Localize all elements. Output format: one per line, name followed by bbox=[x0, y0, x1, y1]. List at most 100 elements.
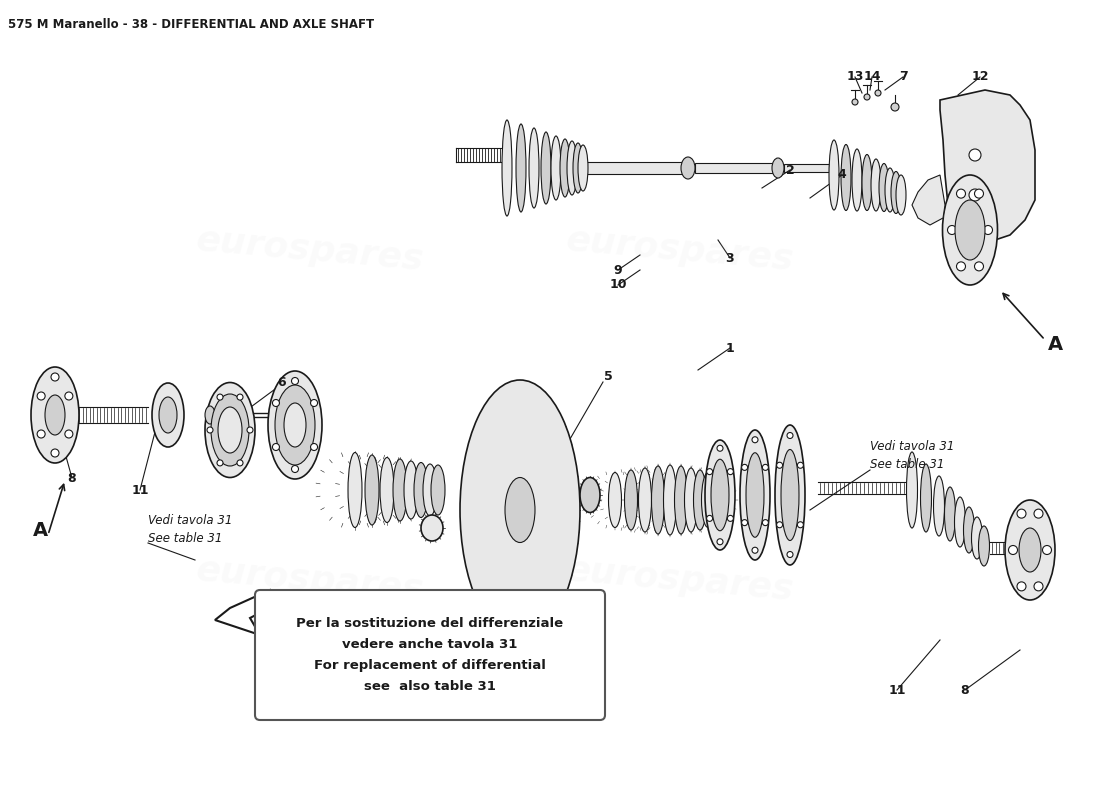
Ellipse shape bbox=[663, 465, 676, 535]
Ellipse shape bbox=[573, 143, 583, 193]
Ellipse shape bbox=[772, 158, 784, 178]
Circle shape bbox=[957, 189, 966, 198]
Ellipse shape bbox=[414, 462, 428, 518]
Circle shape bbox=[852, 99, 858, 105]
Circle shape bbox=[273, 399, 279, 406]
Ellipse shape bbox=[529, 128, 539, 208]
Text: eurospares: eurospares bbox=[195, 223, 426, 277]
Ellipse shape bbox=[871, 159, 881, 211]
Ellipse shape bbox=[275, 385, 315, 465]
Circle shape bbox=[874, 90, 881, 96]
Ellipse shape bbox=[541, 132, 551, 204]
Ellipse shape bbox=[921, 464, 932, 532]
Ellipse shape bbox=[879, 163, 889, 211]
Circle shape bbox=[762, 520, 769, 526]
Text: 6: 6 bbox=[277, 375, 286, 389]
Text: 1: 1 bbox=[726, 342, 735, 354]
Text: Vedi tavola 31
See table 31: Vedi tavola 31 See table 31 bbox=[148, 514, 232, 546]
Ellipse shape bbox=[502, 120, 512, 216]
Text: 14: 14 bbox=[864, 70, 881, 83]
Ellipse shape bbox=[460, 380, 580, 640]
Circle shape bbox=[37, 392, 45, 400]
Ellipse shape bbox=[896, 175, 906, 215]
Circle shape bbox=[65, 430, 73, 438]
Ellipse shape bbox=[560, 139, 570, 197]
Ellipse shape bbox=[578, 145, 588, 191]
Ellipse shape bbox=[404, 461, 418, 519]
Bar bbox=[784, 164, 829, 172]
Circle shape bbox=[217, 394, 223, 400]
Ellipse shape bbox=[1005, 500, 1055, 600]
Ellipse shape bbox=[638, 468, 651, 532]
Circle shape bbox=[207, 427, 213, 433]
Polygon shape bbox=[912, 175, 945, 225]
Text: eurospares: eurospares bbox=[564, 553, 795, 607]
Text: 8: 8 bbox=[960, 683, 969, 697]
Ellipse shape bbox=[781, 450, 799, 541]
Circle shape bbox=[310, 399, 318, 406]
Circle shape bbox=[1034, 582, 1043, 591]
Ellipse shape bbox=[842, 145, 851, 210]
Text: 575 M Maranello - 38 - DIFFERENTIAL AND AXLE SHAFT: 575 M Maranello - 38 - DIFFERENTIAL AND … bbox=[8, 18, 374, 31]
Ellipse shape bbox=[516, 124, 526, 212]
Circle shape bbox=[1043, 546, 1052, 554]
Ellipse shape bbox=[674, 466, 688, 534]
Ellipse shape bbox=[205, 406, 214, 424]
Circle shape bbox=[741, 464, 748, 470]
Circle shape bbox=[289, 410, 299, 420]
Polygon shape bbox=[940, 90, 1035, 240]
Ellipse shape bbox=[45, 395, 65, 435]
Ellipse shape bbox=[964, 507, 975, 553]
Circle shape bbox=[727, 469, 734, 474]
Ellipse shape bbox=[211, 394, 249, 466]
Text: eurospares: eurospares bbox=[195, 553, 426, 607]
Ellipse shape bbox=[625, 470, 638, 530]
Ellipse shape bbox=[740, 430, 770, 560]
Text: Vedi tavola 31
See table 31: Vedi tavola 31 See table 31 bbox=[870, 439, 955, 470]
Ellipse shape bbox=[891, 171, 901, 214]
Circle shape bbox=[310, 443, 318, 450]
Circle shape bbox=[752, 547, 758, 554]
Ellipse shape bbox=[31, 367, 79, 463]
Circle shape bbox=[236, 394, 243, 400]
Ellipse shape bbox=[776, 425, 805, 565]
Ellipse shape bbox=[684, 468, 697, 532]
Text: A: A bbox=[1047, 335, 1063, 354]
Ellipse shape bbox=[424, 464, 437, 516]
Circle shape bbox=[762, 464, 769, 470]
Ellipse shape bbox=[205, 382, 255, 478]
Circle shape bbox=[248, 427, 253, 433]
Ellipse shape bbox=[943, 175, 998, 285]
Circle shape bbox=[975, 262, 983, 271]
Ellipse shape bbox=[160, 397, 177, 433]
Circle shape bbox=[717, 538, 723, 545]
Circle shape bbox=[217, 460, 223, 466]
Ellipse shape bbox=[365, 455, 380, 525]
Circle shape bbox=[786, 433, 793, 438]
Circle shape bbox=[51, 449, 59, 457]
Ellipse shape bbox=[431, 465, 446, 515]
Ellipse shape bbox=[955, 497, 966, 547]
Circle shape bbox=[65, 392, 73, 400]
Circle shape bbox=[947, 226, 957, 234]
Text: 12: 12 bbox=[971, 70, 989, 83]
Ellipse shape bbox=[505, 478, 535, 542]
Ellipse shape bbox=[906, 452, 917, 528]
Bar bbox=[585, 162, 685, 174]
Circle shape bbox=[1009, 546, 1018, 554]
Ellipse shape bbox=[566, 141, 578, 195]
Circle shape bbox=[706, 469, 713, 474]
Circle shape bbox=[752, 437, 758, 442]
Text: 2: 2 bbox=[785, 163, 794, 177]
Ellipse shape bbox=[702, 473, 715, 527]
Circle shape bbox=[1018, 509, 1026, 518]
Circle shape bbox=[777, 462, 782, 468]
Text: 4: 4 bbox=[837, 169, 846, 182]
Ellipse shape bbox=[218, 407, 242, 453]
Circle shape bbox=[741, 520, 748, 526]
Circle shape bbox=[1034, 509, 1043, 518]
Circle shape bbox=[969, 149, 981, 161]
Ellipse shape bbox=[979, 526, 990, 566]
FancyBboxPatch shape bbox=[255, 590, 605, 720]
Circle shape bbox=[1018, 582, 1026, 591]
